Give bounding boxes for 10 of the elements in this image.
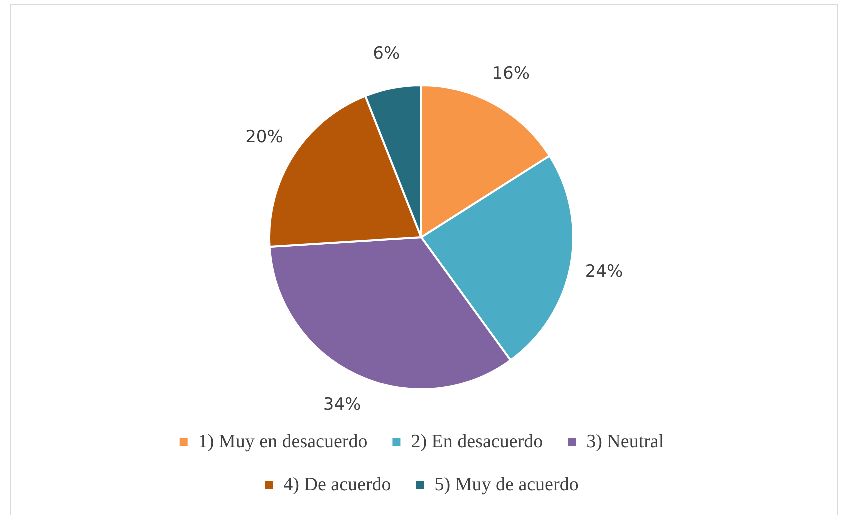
- data-label: 6%: [373, 44, 400, 64]
- data-label: 20%: [246, 127, 284, 148]
- legend-label: 4) De acuerdo: [284, 474, 392, 496]
- data-label: 34%: [323, 395, 362, 416]
- data-label: 24%: [585, 262, 624, 282]
- data-label: 16%: [492, 64, 530, 84]
- legend-label: 3) Neutral: [586, 431, 664, 452]
- legend-label: 5) Muy de acuerdo: [434, 474, 579, 496]
- legend-label: 2) En desacuerdo: [411, 431, 544, 452]
- legend-label: 1) Muy en desacuerdo: [198, 431, 368, 452]
